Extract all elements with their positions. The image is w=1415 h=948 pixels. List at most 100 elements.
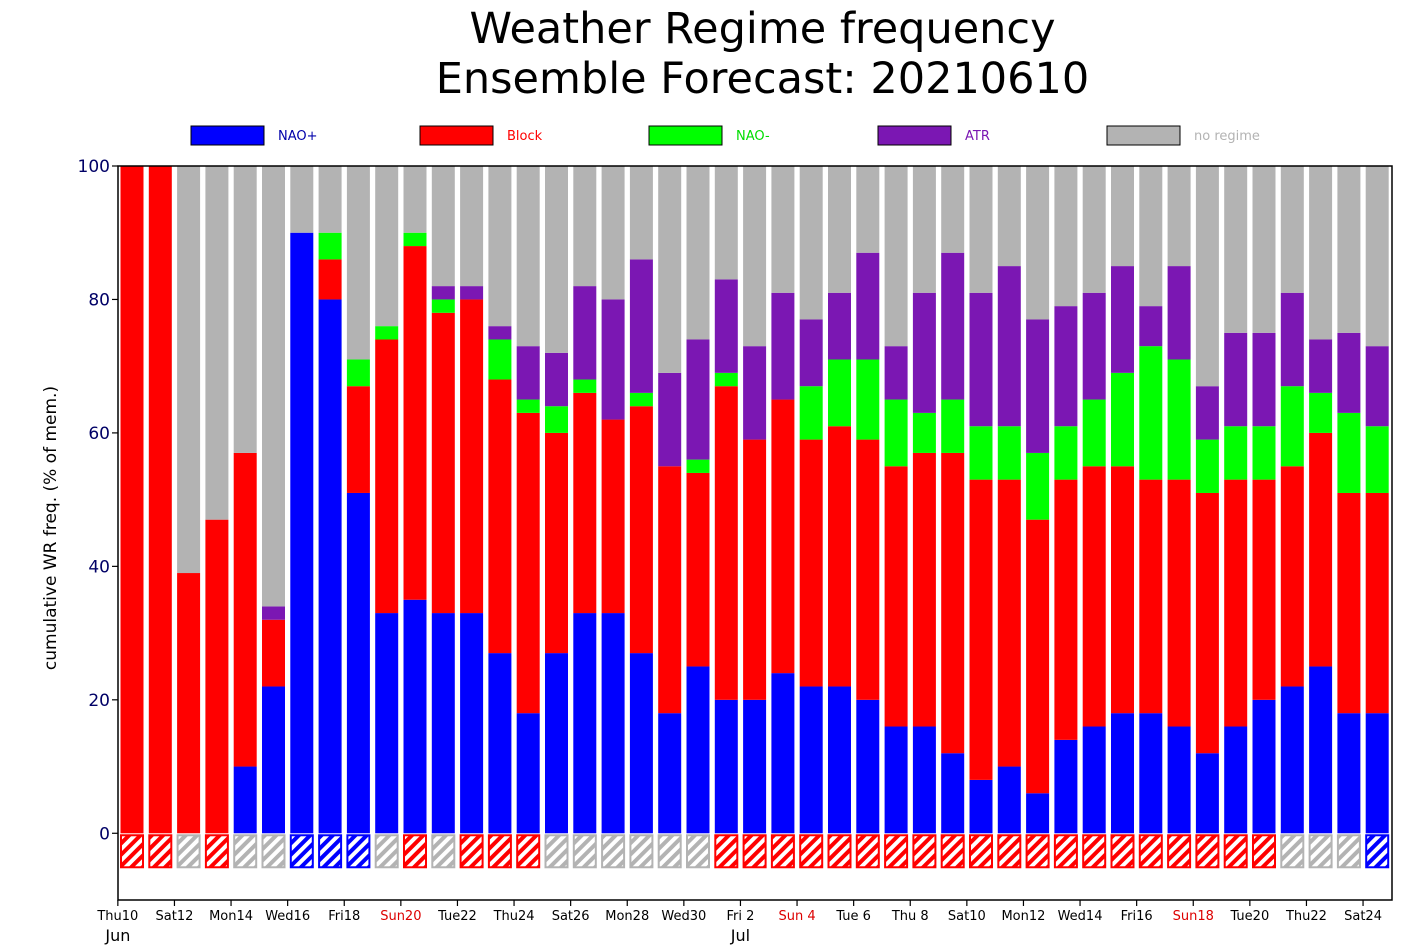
- bar-stack: [120, 166, 144, 834]
- chart-title-line-2: Ensemble Forecast: 20210610: [435, 54, 1090, 104]
- bar-segment-atr: [799, 319, 823, 387]
- bar-segment-block: [856, 439, 880, 700]
- bar-segment-block: [1167, 479, 1191, 727]
- bar-segment-no-regime: [403, 166, 427, 233]
- bar-stack: [545, 166, 568, 834]
- bar-stack: [177, 166, 201, 834]
- dominant-regime-box: [544, 834, 569, 869]
- bar-stack: [743, 166, 767, 834]
- y-tick-label: 80: [88, 290, 110, 310]
- legend-label: Block: [507, 129, 543, 144]
- bar-segment-nao-minus: [1394, 400, 1415, 467]
- bar-segment-nao-minus: [884, 399, 908, 467]
- bar-segment-nao-plus: [1252, 699, 1276, 834]
- bar-segment-atr: [1224, 332, 1248, 427]
- bar-segment-no-regime: [573, 166, 597, 287]
- bar-stack: [375, 166, 399, 834]
- bar-stack: [884, 166, 908, 834]
- x-tick-label: Thu 8: [891, 909, 929, 924]
- bar-stack: [1082, 166, 1106, 834]
- bar-segment-nao-minus: [1309, 392, 1333, 433]
- bar-stack: [714, 166, 738, 834]
- bar-segment-nao-plus: [1394, 673, 1415, 833]
- bar-segment-nao-plus: [1111, 713, 1134, 834]
- y-tick-label: 40: [88, 557, 110, 577]
- bar-segment-block: [1252, 479, 1276, 700]
- bar-segment-atr: [1280, 292, 1304, 387]
- bar-segment-no-regime: [318, 166, 342, 233]
- dominant-regime-box: [629, 834, 654, 869]
- bar-segment-no-regime: [686, 166, 710, 340]
- dominant-regime-box: [1082, 834, 1107, 869]
- bar-stack: [828, 166, 851, 834]
- legend-item-atr: ATR: [877, 125, 990, 146]
- bar-segment-nao-minus: [1252, 426, 1276, 480]
- bar-segment-block: [686, 472, 710, 667]
- bar-segment-nao-plus: [1026, 793, 1050, 834]
- bar-segment-no-regime: [205, 166, 229, 520]
- bar-segment-no-regime: [997, 166, 1021, 267]
- bar-segment-block: [912, 452, 936, 727]
- bar-stack: [912, 166, 936, 834]
- bar-stack: [148, 166, 172, 834]
- x-axis: Thu10 Sat12 Mon14 Wed16 Fri18 Sun20 Tue22 Thu24…: [96, 900, 1382, 945]
- dominant-regime-box: [997, 834, 1022, 869]
- bar-segment-no-regime: [1026, 166, 1050, 320]
- bar-stack: [1337, 166, 1361, 834]
- legend-swatch: [190, 125, 265, 146]
- bar-segment-block: [205, 519, 229, 834]
- bar-segment-atr: [262, 606, 285, 620]
- x-tick-label: Sat10: [948, 909, 986, 924]
- bar-segment-block: [516, 412, 540, 714]
- y-axis: 0 20 40 60 80 100: [78, 157, 118, 844]
- x-tick-label: Fri18: [328, 909, 360, 924]
- bar-segment-block: [1394, 466, 1415, 673]
- bar-stack: [1309, 166, 1333, 834]
- bar-segment-no-regime: [488, 166, 512, 327]
- bar-segment-block: [573, 392, 597, 614]
- bar-segment-nao-plus: [912, 726, 936, 834]
- bar-segment-nao-minus: [375, 326, 399, 340]
- dominant-regime-box: [1280, 834, 1305, 869]
- legend-swatch: [1106, 125, 1181, 146]
- bar-segment-nao-plus: [1167, 726, 1191, 834]
- x-tick-label: Thu10: [96, 909, 138, 924]
- bar-segment-atr: [1252, 332, 1276, 427]
- dominant-regime-box: [1395, 835, 1415, 867]
- dominant-regime-box: [1053, 834, 1078, 869]
- bar-segment-nao-minus: [516, 399, 540, 413]
- bar-segment-nao-minus: [686, 459, 710, 473]
- bar-segment-block: [1054, 479, 1078, 740]
- bar-segment-no-regime: [828, 166, 851, 293]
- bar-segment-block: [771, 399, 795, 674]
- bar-segment-nao-plus: [629, 653, 653, 834]
- bar-segment-atr: [573, 286, 597, 380]
- bar-segment-block: [743, 439, 767, 700]
- bar-segment-block: [1365, 492, 1389, 714]
- dominant-regime-box: [572, 834, 597, 869]
- bar-segment-nao-minus: [799, 386, 823, 440]
- bar-stack: [658, 166, 682, 834]
- bar-segment-nao-plus: [1280, 686, 1304, 834]
- legend-label: no regime: [1194, 129, 1260, 144]
- bar-segment-atr: [686, 339, 710, 460]
- bar-segment-no-regime: [941, 166, 965, 253]
- bar-segment-block: [799, 439, 823, 687]
- bar-stack: [856, 166, 880, 834]
- bar-segment-no-regime: [1082, 166, 1106, 293]
- y-axis-label: cumulative WR freq. (% of mem.): [41, 386, 61, 670]
- bar-segment-nao-minus: [1224, 426, 1248, 480]
- dominant-regime-box: [516, 834, 541, 869]
- bar-segment-block: [1111, 466, 1134, 714]
- chart-title: Weather Regime frequency Ensemble Foreca…: [0, 4, 1415, 104]
- bar-segment-no-regime: [233, 166, 257, 453]
- legend-item-no-regime: no regime: [1106, 125, 1260, 146]
- bar-stack: [431, 166, 455, 834]
- bar-segment-block: [233, 452, 257, 767]
- bar-segment-nao-minus: [488, 339, 512, 380]
- bar-stack: [1167, 166, 1191, 834]
- bar-segment-block: [148, 166, 172, 834]
- bar-segment-no-regime: [177, 166, 201, 574]
- bar-stack: [516, 166, 540, 834]
